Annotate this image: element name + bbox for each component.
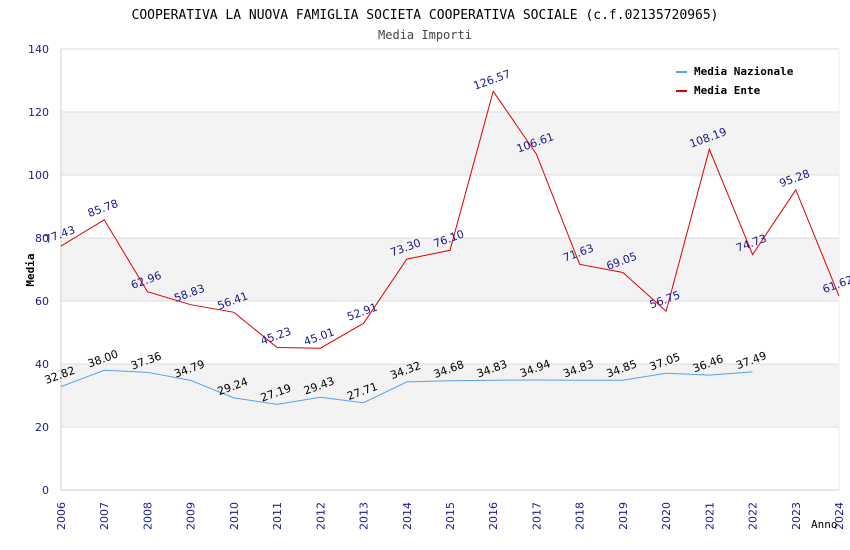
x-tick-label: 2013 — [358, 502, 371, 530]
chart-subtitle: Media Importi — [378, 28, 472, 42]
x-tick-label: 2019 — [617, 502, 630, 530]
y-tick-label: 0 — [42, 484, 49, 497]
x-tick-label: 2018 — [574, 502, 587, 530]
x-tick-label: 2023 — [790, 502, 803, 530]
x-axis-label: Anno — [811, 518, 838, 531]
x-tick-label: 2014 — [401, 502, 414, 530]
x-tick-label: 2017 — [530, 502, 543, 530]
x-tick-label: 2020 — [660, 502, 673, 530]
y-tick-label: 40 — [35, 358, 49, 371]
series-line-media-ente — [60, 90, 840, 349]
x-tick-label: 2024 — [833, 502, 846, 530]
band — [61, 112, 839, 175]
series-lines — [60, 90, 840, 405]
x-tick-label: 2016 — [487, 502, 500, 530]
data-label: 45.01 — [302, 325, 336, 348]
chart-title: COOPERATIVA LA NUOVA FAMIGLIA SOCIETA CO… — [132, 8, 719, 23]
y-tick-label: 120 — [28, 106, 49, 119]
y-tick-label: 100 — [28, 169, 49, 182]
x-tick-label: 2012 — [314, 502, 327, 530]
legend-label: Media Nazionale — [694, 65, 794, 78]
band — [61, 364, 839, 427]
axes — [60, 49, 840, 491]
y-tick-label: 80 — [35, 232, 49, 245]
x-tick-label: 2021 — [703, 502, 716, 530]
y-tick-label: 60 — [35, 295, 49, 308]
series-line-media-nazionale — [60, 369, 753, 405]
x-tick-label: 2007 — [98, 502, 111, 530]
x-tick-label: 2010 — [228, 502, 241, 530]
y-tick-label: 140 — [28, 43, 49, 56]
y-axis-label: Media — [24, 253, 37, 286]
data-label: 85.78 — [86, 197, 120, 220]
data-label: 126.57 — [472, 67, 513, 92]
x-tick-label: 2015 — [444, 502, 457, 530]
legend: Media Nazionale Media Ente — [676, 65, 794, 97]
data-label: 45.23 — [259, 325, 293, 348]
x-tick-label: 2011 — [271, 502, 284, 530]
x-tick-label: 2006 — [55, 502, 68, 530]
x-tick-label: 2009 — [185, 502, 198, 530]
x-tick-label: 2008 — [141, 502, 154, 530]
y-tick-label: 20 — [35, 421, 49, 434]
legend-label: Media Ente — [694, 84, 761, 97]
x-tick-label: 2022 — [747, 502, 760, 530]
data-label: 52.91 — [345, 301, 379, 324]
y-tick-labels: 0 20 40 60 80 100 120 140 — [28, 43, 49, 497]
x-tick-labels: 2006 2007 2008 2009 2010 2011 2012 2013 2014 2015… — [55, 502, 846, 530]
